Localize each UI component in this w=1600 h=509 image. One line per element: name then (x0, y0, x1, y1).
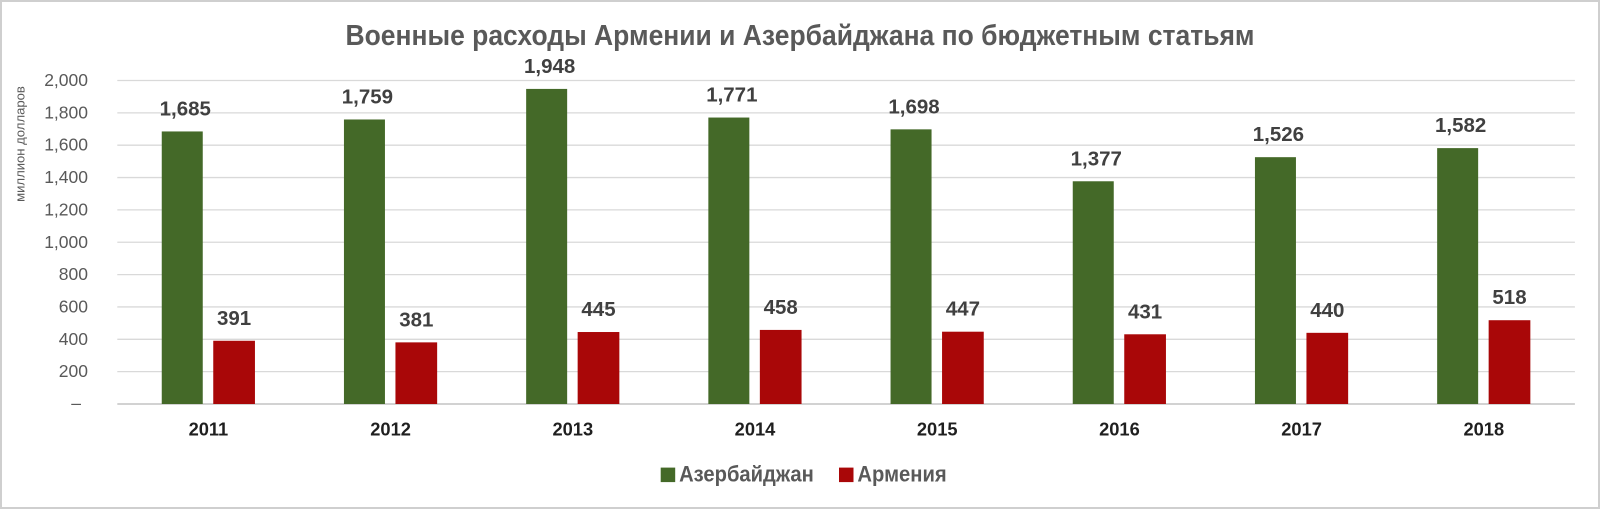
svg-text:2015: 2015 (917, 418, 958, 439)
svg-text:Военные расходы Армении и Азер: Военные расходы Армении и Азербайджана п… (346, 20, 1255, 52)
svg-text:1,600: 1,600 (44, 135, 88, 155)
svg-text:458: 458 (764, 296, 798, 319)
svg-text:600: 600 (59, 296, 88, 316)
svg-text:1,400: 1,400 (44, 167, 88, 187)
svg-text:1,200: 1,200 (44, 199, 88, 219)
svg-text:2018: 2018 (1463, 418, 1504, 439)
svg-text:миллион долларов: миллион долларов (13, 86, 28, 202)
svg-text:1,800: 1,800 (44, 102, 88, 122)
svg-text:518: 518 (1492, 286, 1526, 309)
svg-text:1,582: 1,582 (1435, 114, 1486, 137)
svg-text:431: 431 (1128, 300, 1162, 323)
svg-text:1,377: 1,377 (1071, 147, 1122, 170)
svg-text:447: 447 (946, 298, 980, 321)
svg-text:1,698: 1,698 (888, 95, 939, 118)
svg-text:1,526: 1,526 (1253, 123, 1304, 146)
svg-text:1,771: 1,771 (706, 84, 757, 107)
svg-text:2011: 2011 (189, 418, 229, 439)
svg-text:2016: 2016 (1099, 418, 1140, 439)
svg-text:1,759: 1,759 (342, 85, 393, 108)
svg-text:200: 200 (59, 361, 88, 381)
svg-text:1,948: 1,948 (524, 55, 575, 78)
svg-text:Армения: Армения (857, 462, 946, 487)
svg-text:381: 381 (399, 308, 433, 331)
svg-text:1,685: 1,685 (160, 97, 211, 120)
svg-text:2013: 2013 (552, 418, 593, 439)
svg-text:2017: 2017 (1281, 418, 1322, 439)
svg-text:800: 800 (59, 264, 88, 284)
svg-text:1,000: 1,000 (44, 232, 88, 252)
svg-text:2014: 2014 (735, 418, 777, 439)
svg-text:400: 400 (59, 329, 88, 349)
svg-text:391: 391 (217, 307, 251, 330)
svg-text:2,000: 2,000 (44, 70, 88, 90)
svg-text:440: 440 (1310, 299, 1344, 322)
svg-text:2012: 2012 (370, 418, 411, 439)
svg-text:Азербайджан: Азербайджан (679, 462, 814, 487)
svg-text:–: – (71, 393, 81, 413)
svg-text:445: 445 (581, 298, 615, 321)
